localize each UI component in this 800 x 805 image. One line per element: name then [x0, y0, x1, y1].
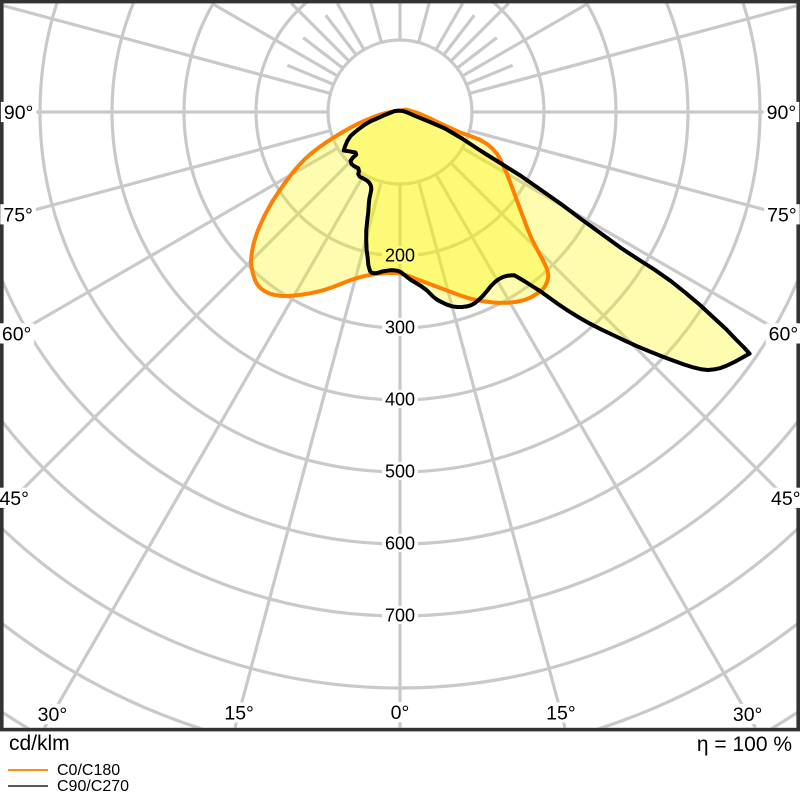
svg-text:30°: 30°: [733, 704, 763, 726]
svg-text:300: 300: [385, 318, 415, 338]
svg-text:C90/C270: C90/C270: [57, 778, 129, 795]
svg-text:15°: 15°: [224, 703, 254, 725]
svg-text:90°: 90°: [767, 102, 797, 124]
svg-text:60°: 60°: [2, 323, 32, 345]
svg-text:400: 400: [385, 390, 415, 410]
svg-text:45°: 45°: [0, 488, 29, 510]
svg-text:0°: 0°: [391, 702, 410, 724]
svg-text:45°: 45°: [771, 488, 800, 510]
svg-text:200: 200: [385, 246, 415, 266]
svg-text:cd/klm: cd/klm: [9, 732, 70, 755]
svg-text:75°: 75°: [3, 204, 33, 226]
svg-text:700: 700: [385, 606, 415, 626]
svg-text:600: 600: [385, 534, 415, 554]
svg-text:60°: 60°: [769, 323, 799, 345]
svg-text:90°: 90°: [4, 102, 34, 124]
svg-text:15°: 15°: [546, 703, 576, 725]
svg-text:C0/C180: C0/C180: [57, 762, 120, 779]
svg-text:75°: 75°: [767, 204, 797, 226]
svg-text:500: 500: [385, 462, 415, 482]
svg-text:η = 100 %: η = 100 %: [697, 733, 792, 756]
svg-text:30°: 30°: [38, 704, 68, 726]
